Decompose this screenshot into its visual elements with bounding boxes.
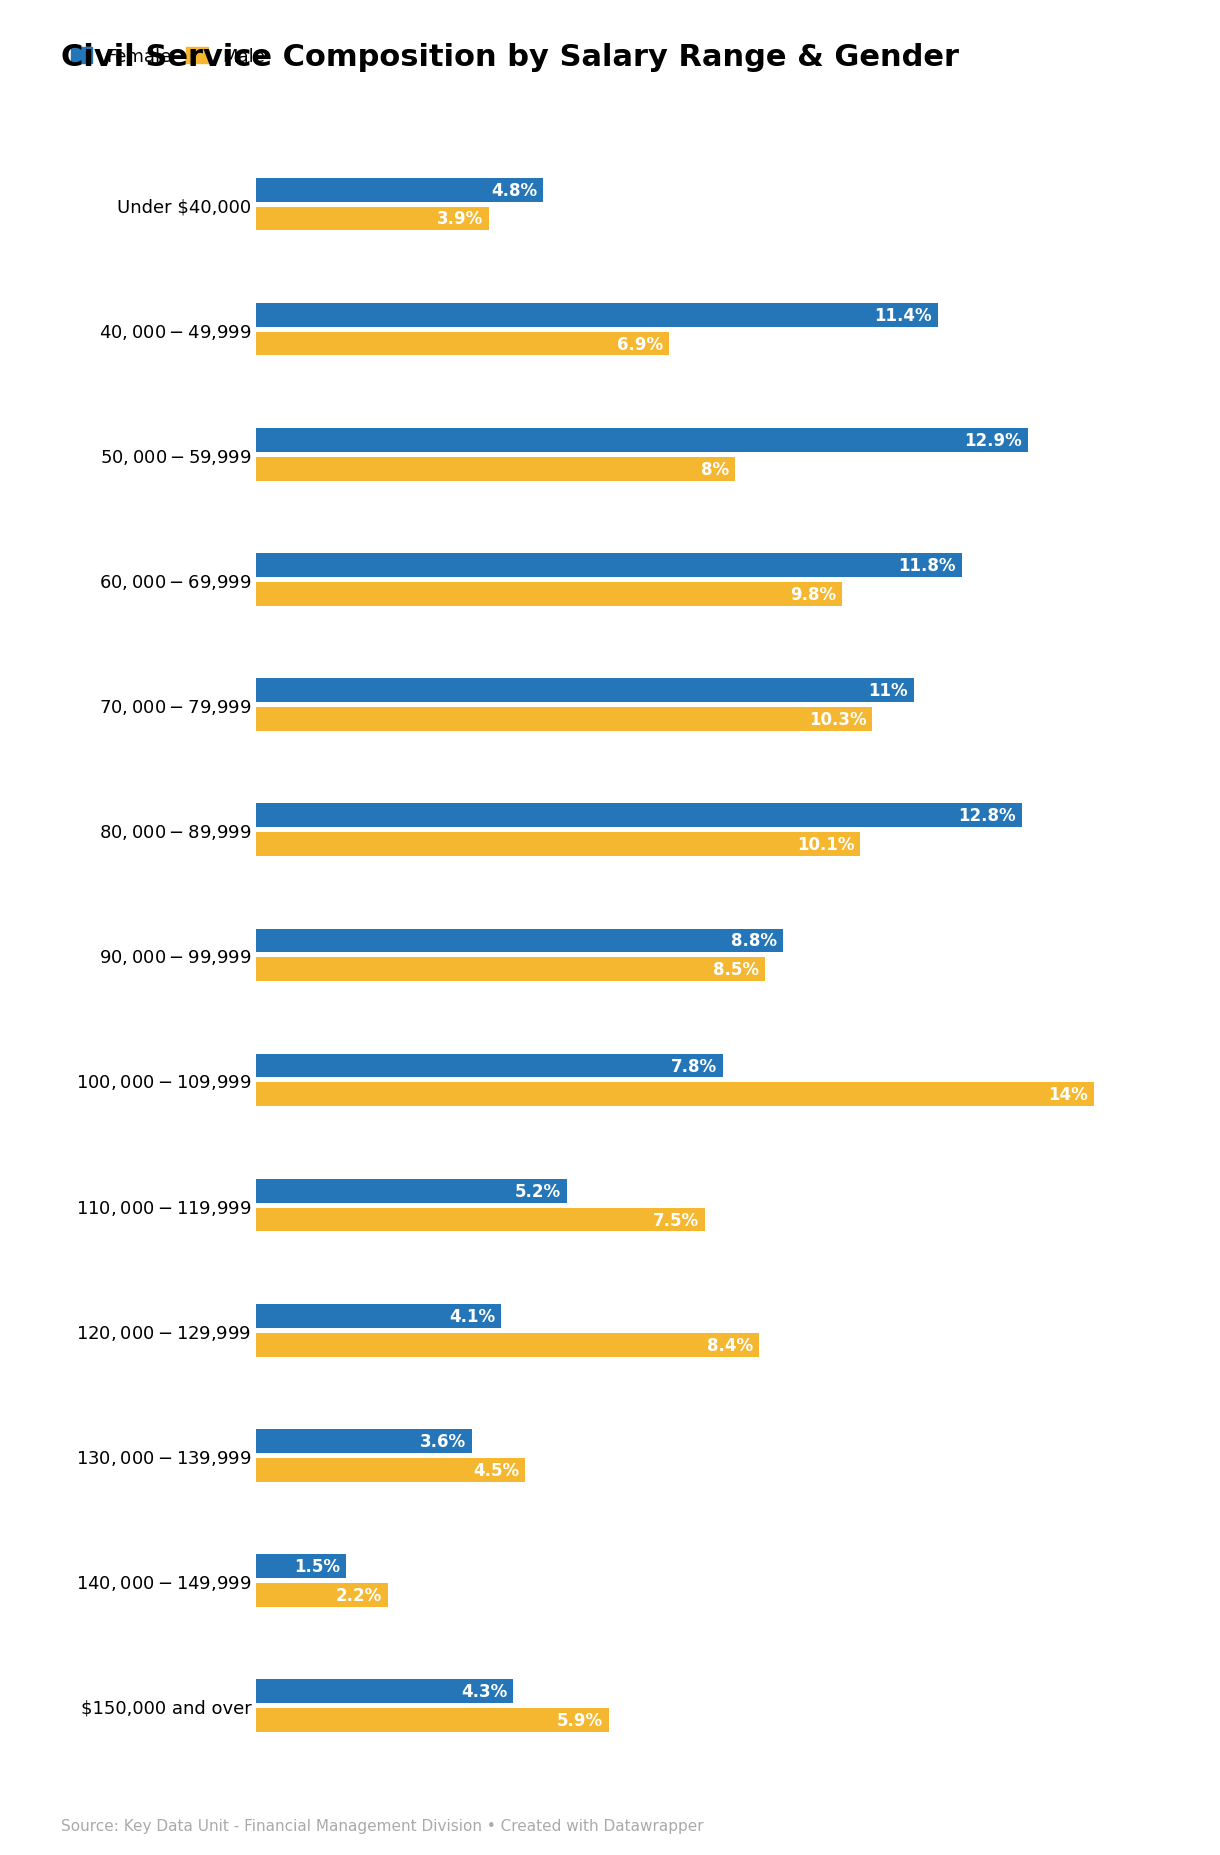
- Text: 8.4%: 8.4%: [706, 1336, 753, 1354]
- Bar: [256, 1582, 388, 1606]
- Bar: [256, 332, 669, 356]
- Bar: [256, 833, 860, 857]
- Text: 12.8%: 12.8%: [958, 807, 1016, 825]
- Bar: [256, 458, 734, 480]
- Bar: [256, 803, 1022, 827]
- Bar: [256, 1083, 1093, 1107]
- Bar: [256, 555, 963, 577]
- Bar: [256, 1304, 501, 1328]
- Bar: [256, 582, 843, 607]
- Legend: Female, Male: Female, Male: [71, 48, 265, 67]
- Text: 9.8%: 9.8%: [791, 586, 837, 603]
- Text: 3.9%: 3.9%: [437, 210, 483, 228]
- Bar: [256, 429, 1028, 453]
- Text: 8.8%: 8.8%: [731, 931, 777, 950]
- Bar: [256, 304, 938, 328]
- Text: 11.4%: 11.4%: [875, 306, 932, 325]
- Bar: [256, 1679, 514, 1703]
- Bar: [256, 679, 914, 703]
- Text: 4.3%: 4.3%: [461, 1682, 508, 1701]
- Text: 10.1%: 10.1%: [797, 835, 854, 853]
- Text: Source: Key Data Unit - Financial Management Division • Created with Datawrapper: Source: Key Data Unit - Financial Manage…: [61, 1818, 704, 1833]
- Bar: [256, 1554, 346, 1579]
- Text: 14%: 14%: [1048, 1085, 1088, 1104]
- Text: 4.8%: 4.8%: [492, 182, 537, 200]
- Text: 4.5%: 4.5%: [473, 1462, 520, 1478]
- Text: 1.5%: 1.5%: [294, 1558, 340, 1575]
- Text: 8.5%: 8.5%: [712, 961, 759, 979]
- Text: 7.8%: 7.8%: [671, 1057, 717, 1076]
- Bar: [256, 1208, 705, 1232]
- Text: 4.1%: 4.1%: [449, 1308, 495, 1324]
- Text: 11%: 11%: [869, 683, 908, 699]
- Bar: [256, 1708, 609, 1733]
- Text: 7.5%: 7.5%: [653, 1211, 699, 1228]
- Bar: [256, 1334, 759, 1356]
- Text: 5.2%: 5.2%: [515, 1182, 561, 1200]
- Text: Civil Service Composition by Salary Range & Gender: Civil Service Composition by Salary Rang…: [61, 43, 959, 72]
- Bar: [256, 1430, 472, 1452]
- Text: 3.6%: 3.6%: [420, 1432, 466, 1451]
- Bar: [256, 178, 543, 202]
- Text: 6.9%: 6.9%: [617, 336, 662, 352]
- Text: 11.8%: 11.8%: [899, 556, 956, 575]
- Bar: [256, 1458, 526, 1482]
- Text: 10.3%: 10.3%: [809, 710, 866, 729]
- Bar: [256, 1180, 567, 1202]
- Bar: [256, 957, 765, 981]
- Bar: [256, 208, 489, 232]
- Text: 12.9%: 12.9%: [964, 432, 1022, 449]
- Bar: [256, 929, 782, 953]
- Bar: [256, 1054, 722, 1078]
- Text: 8%: 8%: [700, 460, 728, 479]
- Bar: [256, 707, 872, 731]
- Text: 5.9%: 5.9%: [558, 1710, 603, 1729]
- Text: 2.2%: 2.2%: [336, 1586, 382, 1605]
